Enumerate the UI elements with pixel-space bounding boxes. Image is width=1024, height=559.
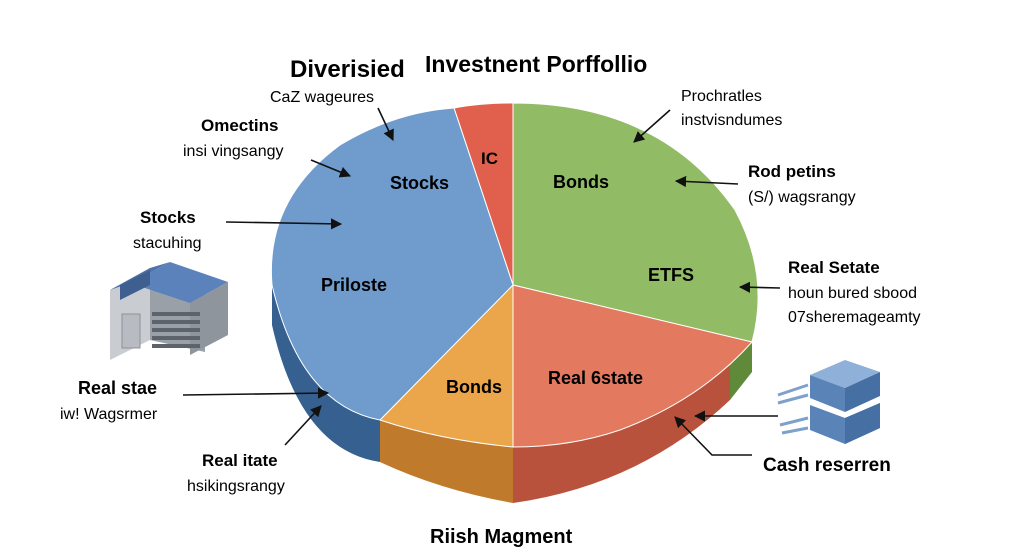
slice-bonds-orange — [379, 283, 514, 448]
callout-real-stae-sub: iw! Wagsrmer — [60, 406, 158, 423]
callout-caz: CaZ wageures — [270, 89, 374, 106]
footer-label: Riish Magment — [430, 526, 573, 548]
callout-stocks-title: Stocks — [140, 208, 196, 227]
callout-rod-petins-title: Rod petins — [748, 162, 836, 181]
callout-omectins-title: Omectins — [201, 116, 278, 135]
bonds-orange-side — [380, 420, 513, 503]
callout-real-itate-sub: hsikingsrangy — [187, 478, 285, 495]
slice-label-ic: IC — [481, 149, 498, 168]
server-stack-icon — [777, 360, 880, 444]
callout-arrows — [182, 107, 781, 456]
etfs-side — [730, 342, 752, 400]
callout-real-stae-title: Real stae — [78, 378, 157, 398]
callout-prochratis-sub: instvisndumes — [681, 112, 782, 129]
callout-cash: Cash reserren — [763, 455, 891, 476]
slice-label-stocks: Stocks — [390, 173, 449, 193]
pie-top — [270, 102, 759, 448]
callout-real-itate-title: Real itate — [202, 451, 278, 470]
callout-rod-petins-sub: (S/) wagsrangy — [748, 189, 856, 206]
callout-real-setate-title: Real Setate — [788, 258, 880, 277]
pie-side — [272, 285, 752, 503]
title-part2: Investnent Porffollio — [425, 51, 647, 77]
slice-label-bonds-green: Bonds — [553, 172, 609, 192]
building-icon — [110, 262, 228, 360]
slice-label-real-estate: Real 6state — [548, 368, 643, 388]
callout-real-setate-sub1: houn bured sbood — [788, 285, 917, 302]
real-estate-side — [513, 365, 730, 503]
slice-label-priloste: Priloste — [321, 275, 387, 295]
slice-label-bonds-orange: Bonds — [446, 377, 502, 397]
slice-bonds-green — [512, 102, 759, 343]
slice-real-estate — [512, 284, 753, 448]
callout-prochratis-title: Prochratles — [681, 88, 762, 105]
callout-real-setate-sub2: 07sheremageamty — [788, 309, 921, 326]
stocks-side — [272, 285, 380, 462]
slice-label-etfs: ETFS — [648, 265, 694, 285]
title-part1: Diverisied — [290, 56, 405, 83]
callout-omectins-sub: insi vingsangy — [183, 143, 284, 160]
callout-stocks-sub: stacuhing — [133, 235, 202, 252]
